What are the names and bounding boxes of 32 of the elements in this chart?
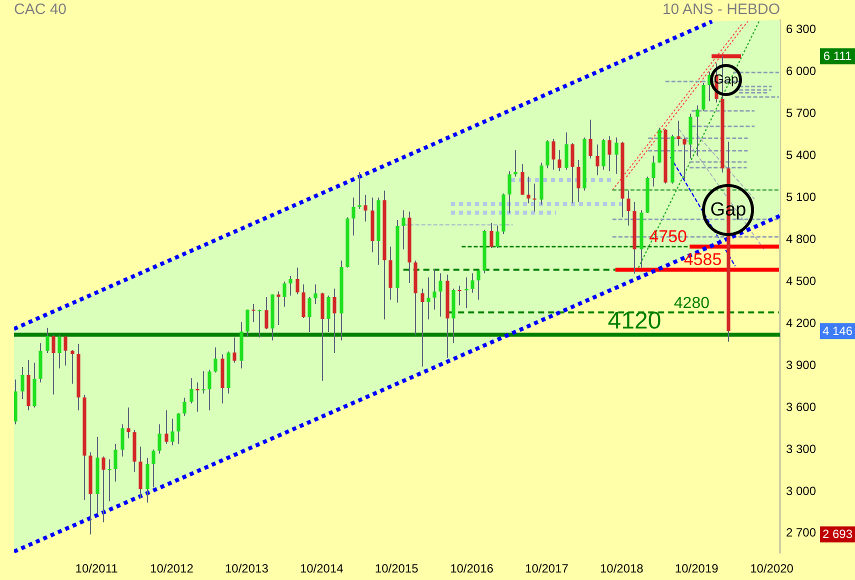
x-tick-label: 10/2013 (224, 562, 269, 576)
y-tick-label: 5 700 (786, 106, 816, 120)
chart-subtitle: 10 ANS - HEBDO (662, 1, 780, 19)
y-tick-label: 4 800 (786, 232, 816, 246)
text: 4 146 (822, 324, 853, 338)
x-tick-label: 10/2015 (374, 562, 419, 576)
text: 6 111 (823, 49, 852, 64)
y-tick-label: 4 200 (786, 316, 816, 330)
x-tick-label: 10/2019 (674, 562, 719, 576)
x-tick-label: 10/2017 (525, 562, 569, 576)
x-tick-label: 10/2011 (75, 562, 118, 576)
y-tick-label: 3 600 (786, 400, 816, 414)
y-tick-label: 5 400 (786, 148, 816, 162)
chart-title: CAC 40 (14, 1, 67, 19)
text: 2 693 (822, 527, 853, 542)
y-tick-label: 4 500 (786, 274, 816, 288)
x-tick-label: 10/2014 (300, 562, 344, 576)
y-tick-label: 3 300 (786, 442, 816, 456)
x-tick-label: 10/2012 (150, 562, 194, 576)
annotation: 4280 (674, 294, 710, 312)
annotation: 4750 (649, 226, 687, 246)
annotation: 4585 (684, 250, 722, 269)
y-tick-label: 5 100 (786, 190, 816, 204)
y-tick-label: 3 000 (786, 484, 816, 498)
y-tick-label: 6 000 (786, 64, 816, 78)
ref-line-label: 4120 (608, 307, 662, 334)
x-tick-label: 10/2020 (750, 562, 794, 576)
x-tick-label: 10/2016 (450, 562, 494, 576)
y-tick-label: 3 900 (786, 358, 816, 372)
y-tick-label: 2 700 (786, 526, 816, 540)
x-tick-label: 10/2018 (600, 562, 644, 576)
y-tick-label: 6 300 (786, 22, 816, 36)
